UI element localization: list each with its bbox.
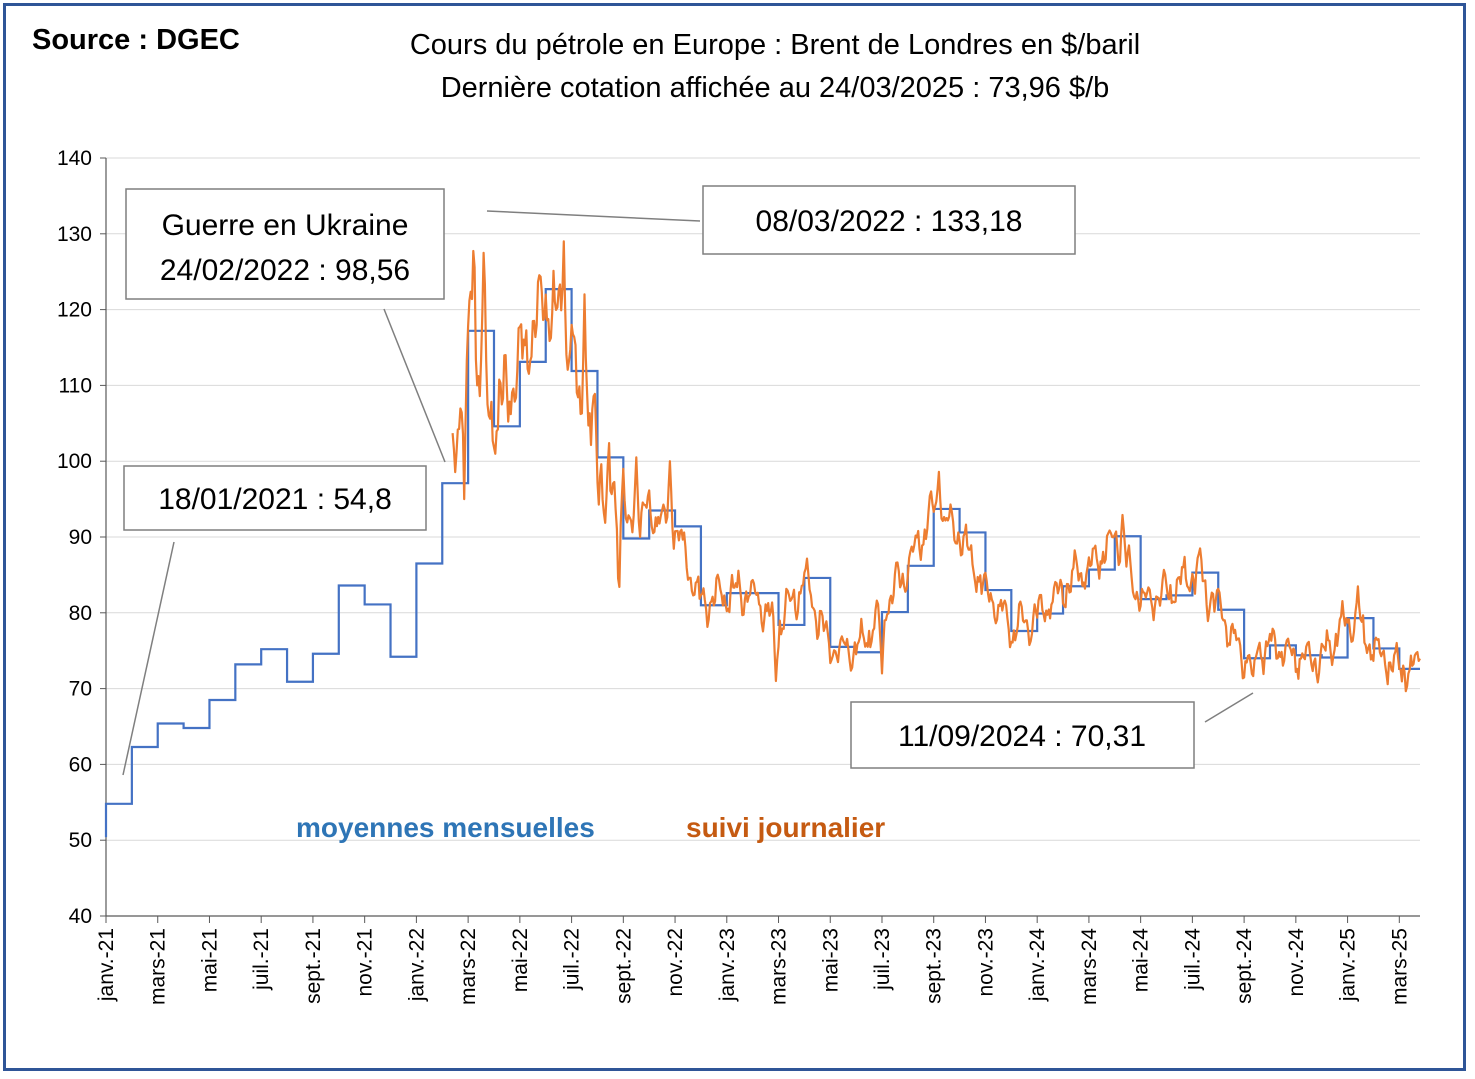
chart-title: Cours du pétrole en Europe : Brent de Lo…	[280, 24, 1270, 110]
x-tick-label: janv.-24	[1026, 928, 1049, 1002]
y-tick-label: 140	[57, 147, 92, 170]
y-tick-label: 60	[69, 753, 92, 776]
annotation-leader	[1204, 692, 1254, 723]
annotation-box-sep24	[850, 701, 1195, 769]
annotation-box-jan21	[123, 465, 427, 531]
annotation-box-mar22	[702, 185, 1076, 255]
y-tick-labels: 40 50 60 70 80 90 100 110 120 130 140	[57, 147, 92, 928]
x-tick-label: janv.-22	[405, 928, 428, 1002]
annotation-ukraine-line1: Guerre en Ukraine	[162, 209, 409, 242]
x-tick-label: mai-24	[1130, 928, 1153, 993]
x-tick-label: mai-22	[509, 928, 532, 992]
title-line-1: Cours du pétrole en Europe : Brent de Lo…	[409, 29, 1141, 61]
x-tick-label: janv.-23	[716, 928, 739, 1002]
x-tick-label: mai-21	[198, 928, 221, 992]
x-tick-label: nov.-24	[1285, 928, 1308, 997]
x-tick-label: janv.-25	[1337, 928, 1360, 1002]
annotation-box-ukraine	[125, 188, 445, 300]
x-tick-labels: janv.-21 mars-21 mai-21 juil.-21 sept.-21 nov…	[95, 928, 1411, 1005]
annotation-leader	[122, 541, 175, 776]
legend: moyennes mensuelles suivi journalier	[296, 812, 885, 843]
series-monthly-averages	[104, 288, 1420, 838]
x-tick-label: juil.-24	[1181, 928, 1204, 991]
x-tick-label: nov.-23	[974, 928, 997, 997]
y-tick-label: 120	[57, 299, 92, 322]
annotation-mar22-label: 08/03/2022 : 133,18	[756, 205, 1023, 238]
x-tick-label: juil.-22	[561, 928, 584, 991]
x-tick-label: mars-24	[1078, 928, 1101, 1005]
annotations: 18/01/2021 : 54,8 Guerre en Ukraine 24/02/…	[122, 185, 1254, 776]
x-tick-label: mars-25	[1388, 928, 1411, 1005]
x-tick-label: janv.-21	[95, 928, 118, 1002]
y-tick-label: 40	[69, 905, 92, 928]
x-tick-label: nov.-22	[664, 928, 687, 997]
x-tick-label: mai-23	[819, 928, 842, 992]
x-tick-label: mars-23	[768, 928, 791, 1005]
annotation-jan21-label: 18/01/2021 : 54,8	[158, 483, 392, 516]
series-daily-tracking	[451, 240, 1421, 693]
x-tick-label: juil.-23	[871, 928, 894, 991]
y-tick-label: 50	[69, 829, 92, 852]
y-tick-label: 90	[69, 526, 92, 549]
legend-daily: suivi journalier	[686, 812, 885, 843]
y-tick-label: 100	[57, 450, 92, 473]
legend-monthly: moyennes mensuelles	[296, 812, 595, 843]
annotation-sep24-label: 11/09/2024 : 70,31	[898, 720, 1146, 753]
y-tick-label: 110	[59, 374, 92, 397]
annotation-leader	[383, 308, 446, 463]
y-tick-label: 130	[57, 223, 92, 246]
y-tick-label: 80	[69, 602, 92, 625]
x-tick-label: juil.-21	[250, 928, 273, 991]
axes	[100, 157, 1420, 923]
x-tick-label: sept.-22	[612, 928, 635, 1004]
source-label: Source : DGEC	[32, 24, 240, 56]
series-group	[104, 240, 1421, 838]
annotation-ukraine-line2: 24/02/2022 : 98,56	[160, 254, 410, 287]
y-tick-label: 70	[69, 678, 92, 701]
x-tick-label: mars-21	[147, 928, 170, 1005]
annotation-leader	[486, 210, 701, 222]
x-tick-label: mars-22	[457, 928, 480, 1005]
title-line-2: Dernière cotation affichée au 24/03/2025…	[440, 72, 1110, 104]
x-tick-label: sept.-21	[302, 928, 325, 1004]
x-tick-label: sept.-23	[923, 928, 946, 1004]
x-tick-label: sept.-24	[1233, 928, 1256, 1004]
x-tick-label: nov.-21	[354, 928, 377, 997]
